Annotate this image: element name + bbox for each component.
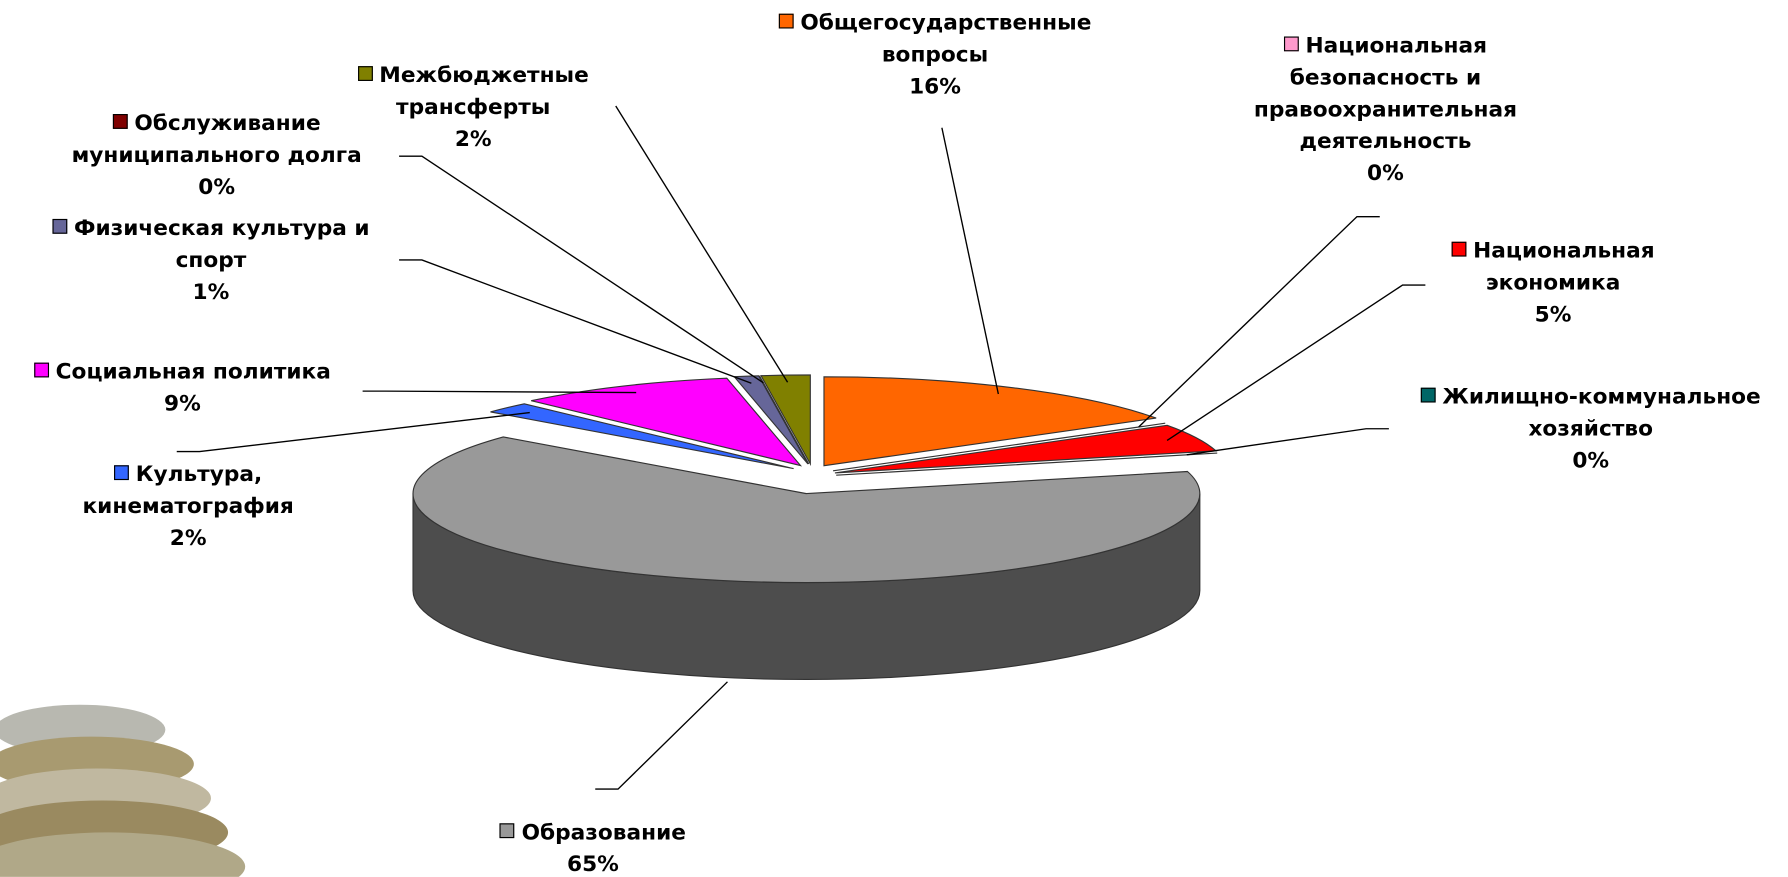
slice bbox=[823, 376, 1157, 467]
percent-label: 0% bbox=[198, 174, 236, 200]
data-label: Обслуживание муниципального долга 0% bbox=[29, 107, 405, 203]
percent-label: 2% bbox=[169, 525, 207, 551]
legend-swatch bbox=[357, 66, 373, 81]
percent-label: 0% bbox=[1367, 160, 1404, 186]
category-label: Обслуживание муниципального долга bbox=[71, 110, 362, 168]
legend-swatch bbox=[33, 362, 49, 378]
legend-swatch bbox=[114, 465, 129, 481]
category-label: Жилищно-коммунальное хозяйство bbox=[1442, 384, 1761, 442]
category-label: Физическая культура и спорт bbox=[73, 215, 370, 273]
slice bbox=[760, 374, 811, 467]
category-label: Социальная политика bbox=[55, 359, 331, 385]
legend-swatch bbox=[778, 13, 794, 29]
legend-swatch bbox=[1283, 36, 1299, 52]
data-label: Жилищно-коммунальное хозяйство 0% bbox=[1385, 381, 1788, 477]
percent-label: 9% bbox=[164, 391, 201, 417]
category-label: Национальная экономика bbox=[1473, 238, 1655, 296]
category-label: Межбюджетные трансферты bbox=[379, 62, 589, 120]
leader-line bbox=[1166, 284, 1426, 442]
slice bbox=[412, 436, 1201, 584]
category-label: Общегосударственные вопросы bbox=[800, 10, 1092, 68]
leader-line bbox=[615, 105, 789, 383]
category-label: Национальная безопасность и правоохранит… bbox=[1253, 33, 1518, 154]
leader-line bbox=[399, 155, 764, 384]
leader-lines bbox=[176, 105, 1426, 790]
slice bbox=[758, 375, 810, 465]
leader-line bbox=[595, 681, 728, 790]
data-label: Общегосударственные вопросы 16% bbox=[747, 7, 1123, 103]
leader-line bbox=[176, 411, 530, 453]
data-label: Национальная безопасность и правоохранит… bbox=[1220, 30, 1551, 190]
leader-line bbox=[362, 390, 637, 394]
data-label: Национальная экономика 5% bbox=[1416, 235, 1690, 331]
legend-swatch bbox=[1420, 387, 1436, 403]
percent-label: 5% bbox=[1534, 302, 1572, 328]
slice bbox=[531, 377, 803, 467]
pie-tops bbox=[412, 374, 1218, 584]
leader-line bbox=[399, 259, 752, 384]
leader-line bbox=[1138, 215, 1380, 428]
legend-swatch bbox=[52, 218, 68, 234]
legend-swatch bbox=[112, 114, 128, 129]
data-label: Межбюджетные трансферты 2% bbox=[325, 59, 621, 155]
percent-label: 16% bbox=[909, 74, 961, 100]
percent-label: 65% bbox=[567, 851, 619, 877]
legend-swatch bbox=[499, 823, 515, 839]
percent-label: 0% bbox=[1572, 448, 1610, 474]
data-label: Социальная политика 9% bbox=[0, 356, 365, 420]
data-label: Культура, кинематография 2% bbox=[40, 458, 336, 554]
leader-line bbox=[1186, 428, 1389, 456]
percent-label: 1% bbox=[192, 279, 230, 305]
percent-label: 2% bbox=[454, 126, 492, 152]
slice bbox=[490, 403, 794, 470]
legend-swatch bbox=[1451, 241, 1467, 257]
category-label: Образование bbox=[521, 819, 686, 845]
data-label: Образование 65% bbox=[468, 816, 719, 877]
coins-decoration bbox=[0, 704, 246, 877]
category-label: Культура, кинематография bbox=[82, 461, 294, 519]
data-label: Физическая культура и спорт 1% bbox=[17, 212, 405, 308]
leader-line bbox=[941, 127, 1000, 395]
